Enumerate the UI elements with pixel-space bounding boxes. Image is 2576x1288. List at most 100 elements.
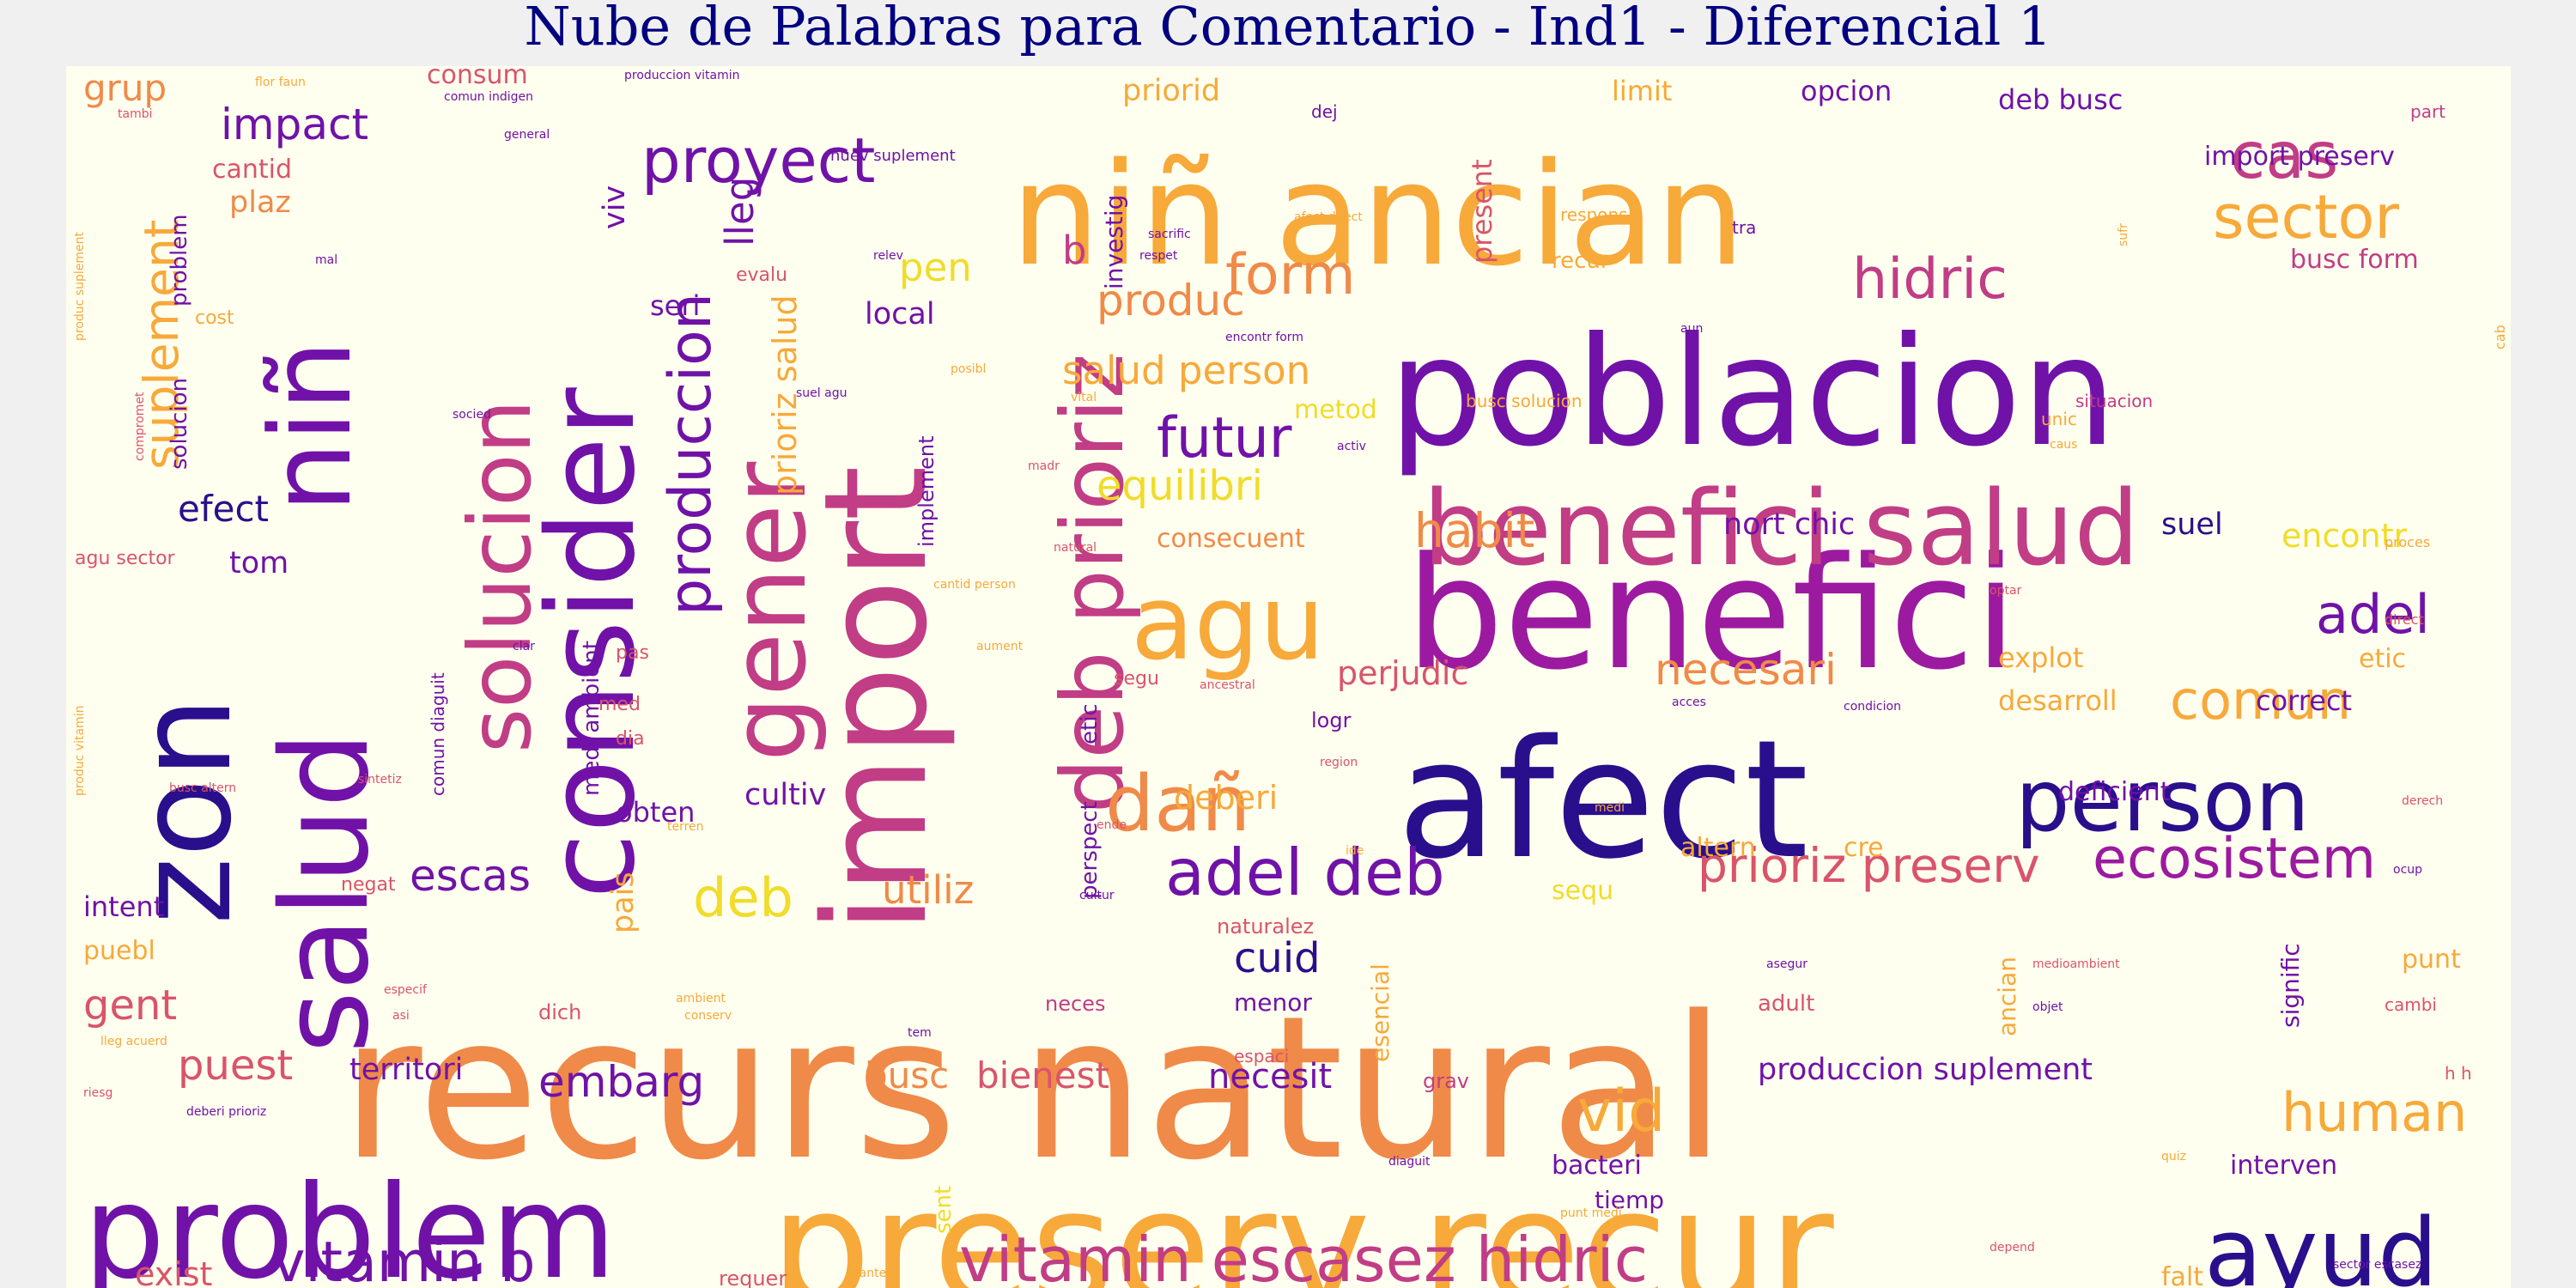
- word-consider: consider: [522, 387, 662, 899]
- word-recur: recur: [1552, 248, 1610, 274]
- word-cultur: cultur: [1079, 889, 1115, 902]
- word-falt: falt: [2161, 1262, 2203, 1288]
- word-vid: vid: [1577, 1078, 1665, 1145]
- word-puebl: puebl: [83, 936, 155, 966]
- word-relev: relev: [873, 249, 903, 263]
- word-vitamin-b: vitamin b: [272, 1230, 535, 1288]
- word-impact: impact: [221, 100, 368, 149]
- word-cambi: cambi: [2385, 994, 2437, 1015]
- word-sequ: sequ: [1552, 876, 1613, 906]
- word-territori: territori: [349, 1053, 463, 1087]
- word-futur: futur: [1157, 406, 1292, 471]
- word-correct: correct: [2256, 684, 2352, 717]
- word-zon: zon: [111, 696, 260, 925]
- word-deb-busc: deb busc: [1998, 83, 2123, 116]
- word-perspect: perspect: [1077, 801, 1103, 899]
- word-agu: agu: [1131, 564, 1325, 683]
- word-neces: neces: [1045, 992, 1105, 1016]
- word-produccion-vitamin: produccion vitamin: [624, 69, 739, 82]
- word-altern: altern: [1680, 833, 1756, 863]
- word-necesari: necesari: [1655, 645, 1837, 695]
- word-exist: exist: [135, 1255, 212, 1288]
- word-obten: obten: [616, 796, 695, 829]
- word-diaguit: diaguit: [1388, 1155, 1431, 1169]
- word-cuid: cuid: [1234, 934, 1321, 982]
- word-punt-medi: punt medi: [1560, 1206, 1622, 1220]
- word-afect: afect: [1397, 705, 1808, 895]
- word-espaci: espaci: [1234, 1046, 1289, 1066]
- word-dej: dej: [1311, 101, 1338, 122]
- word-compromet: compromet: [133, 392, 147, 461]
- word-metod: metod: [1294, 395, 1377, 425]
- word-produccion: produccion: [657, 293, 725, 616]
- word-dia: dia: [616, 728, 645, 750]
- word-suplement: suplement: [134, 220, 189, 470]
- word-sacrific: sacrific: [1148, 228, 1191, 241]
- word-person: person: [2015, 750, 2310, 851]
- word-etic: etic: [2359, 644, 2406, 674]
- word-salud-person: salud person: [1062, 348, 1310, 393]
- word-efect: efect: [178, 488, 269, 530]
- word-tra: tra: [1732, 217, 1756, 238]
- word-vitamin-escasez-hidric: vitamin escasez hidric: [959, 1224, 1648, 1288]
- word-aument: aument: [976, 640, 1024, 653]
- word-cantid-person: cantid person: [933, 578, 1016, 592]
- word-derech: derech: [2402, 794, 2443, 808]
- word-niñ-ancian: niñ ancian: [1011, 132, 1745, 297]
- word-naturalez: naturalez: [1217, 914, 1314, 939]
- word-limit: limit: [1612, 75, 1672, 107]
- word-especif: especif: [384, 983, 428, 997]
- word-ocup: ocup: [2393, 863, 2422, 877]
- word-mal: mal: [315, 253, 337, 267]
- word-bacteri: bacteri: [1552, 1151, 1642, 1181]
- word-respet: respet: [1139, 249, 1178, 263]
- word-proces: proces: [2385, 534, 2430, 550]
- word-terren: terren: [667, 820, 704, 834]
- word-signific: signific: [2276, 943, 2305, 1028]
- word-activ: activ: [1337, 440, 1366, 453]
- word-utiliz: utiliz: [882, 867, 974, 913]
- word-adult: adult: [1758, 991, 1814, 1017]
- word-embarg: embarg: [538, 1057, 704, 1107]
- word-h-h: h h: [2445, 1063, 2472, 1084]
- word-solucion: solucion: [167, 378, 192, 470]
- word-problem: problem: [167, 214, 192, 307]
- word-deb-prioriz: deb prioriz: [1042, 354, 1143, 813]
- word-situacion: situacion: [2075, 391, 2153, 411]
- word-busc-altern: busc altern: [169, 781, 236, 795]
- word-dañ: dañ: [1105, 759, 1250, 849]
- word-deficient: deficient: [2058, 777, 2171, 807]
- word-tambi: tambi: [118, 107, 152, 121]
- word-ecosistem: ecosistem: [2093, 827, 2376, 891]
- word-puest: puest: [178, 1042, 293, 1090]
- word-ide: ide: [1346, 844, 1364, 858]
- word-nuev-suplement: nuev suplement: [830, 147, 956, 165]
- word-encontr-form: encontr form: [1225, 331, 1303, 344]
- word-deberi-prioriz: deberi prioriz: [186, 1105, 266, 1119]
- word-preserv-recur: preserv recur: [770, 1155, 1835, 1288]
- word-segu: segu: [1114, 668, 1159, 690]
- word-form: form: [1225, 243, 1356, 307]
- word-ayud: ayud: [2204, 1198, 2438, 1288]
- word-menor: menor: [1234, 988, 1312, 1017]
- word-cantid: cantid: [212, 155, 292, 185]
- word-consum: consum: [427, 66, 528, 90]
- word-cre: cre: [1844, 833, 1884, 863]
- word-comun-indigen: comun indigen: [444, 90, 533, 104]
- word-sintetiz: sintetiz: [358, 773, 402, 787]
- word-pas: pas: [616, 642, 649, 664]
- word-flor-faun: flor faun: [255, 76, 306, 89]
- word-bienest: bienest: [976, 1054, 1109, 1097]
- word-cas: cas: [2230, 118, 2338, 193]
- word-suel: suel: [2161, 507, 2223, 542]
- word-human: human: [2281, 1081, 2467, 1144]
- word-proyect: proyect: [641, 125, 876, 197]
- word-medi: medi: [1595, 801, 1625, 815]
- word-benefici-salud: benefici salud: [1423, 470, 2140, 589]
- word-cab: cab: [2492, 325, 2508, 349]
- word-afect-direct: afect direct: [1294, 210, 1363, 224]
- word-conserv: conserv: [684, 1009, 732, 1023]
- word-suel-agu: suel agu: [796, 386, 847, 400]
- word-salud: salud: [256, 732, 396, 1054]
